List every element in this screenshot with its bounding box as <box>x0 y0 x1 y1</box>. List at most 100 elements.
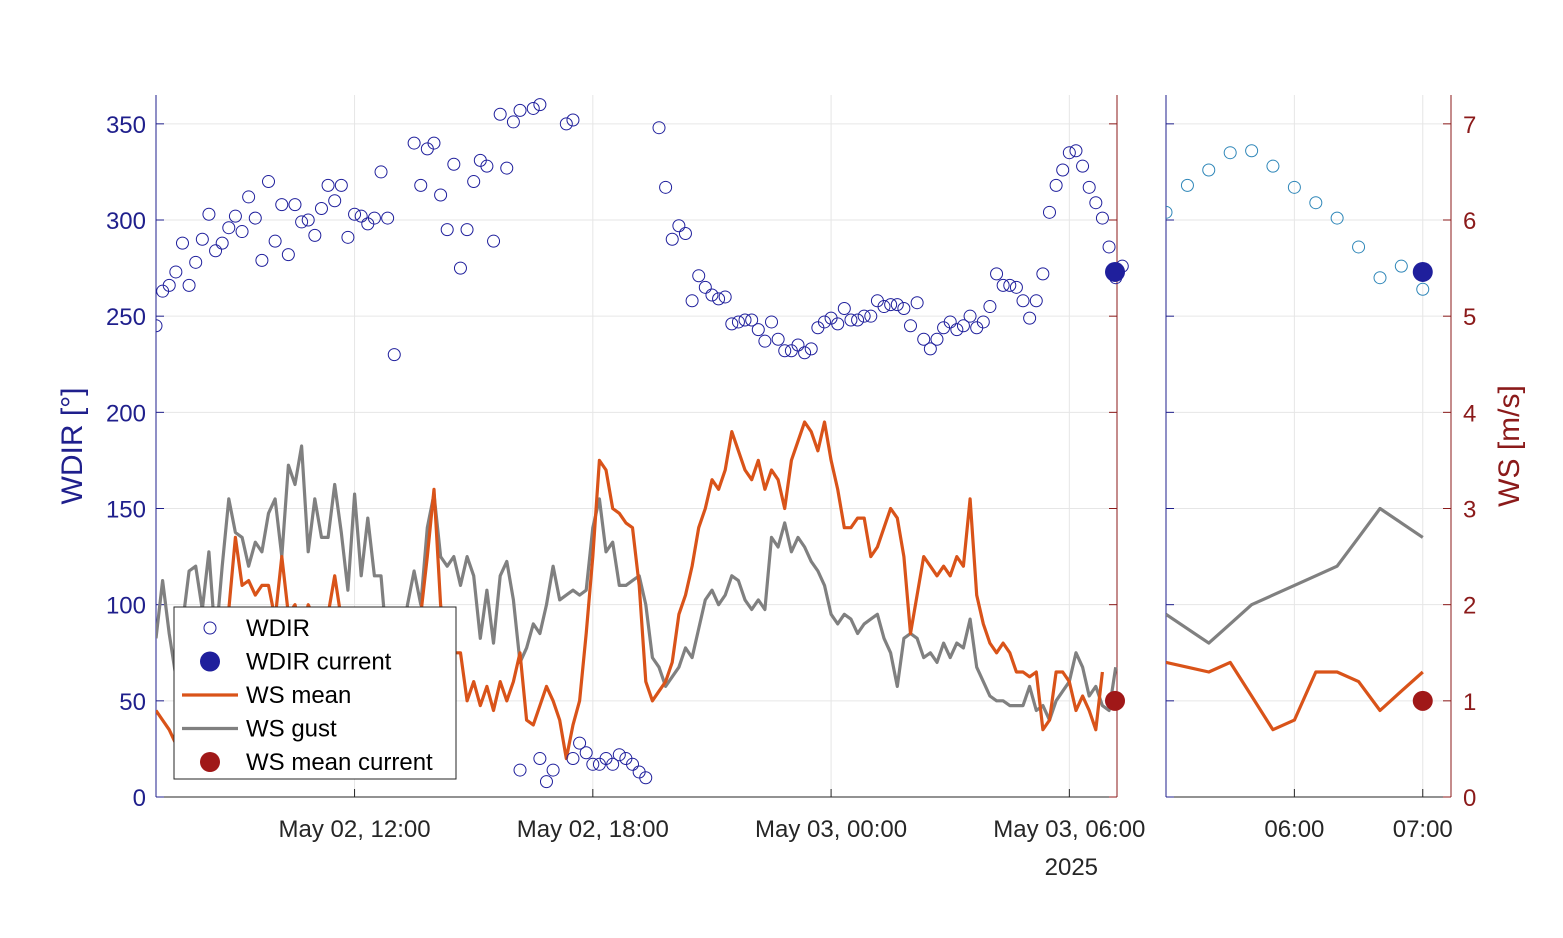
wdir-point <box>1029 294 1043 308</box>
wdir-point <box>301 213 315 227</box>
wdir-point <box>248 211 262 225</box>
wdir-point <box>844 313 858 327</box>
wdir-point <box>1049 178 1063 192</box>
wdir-point <box>341 230 355 244</box>
y-left-tick-label: 250 <box>106 304 146 331</box>
wdir-point <box>1202 163 1216 177</box>
wdir-point <box>1245 144 1259 158</box>
wdir-point <box>923 342 937 356</box>
wdir-point <box>367 211 381 225</box>
wdir-point <box>1009 280 1023 294</box>
wdir-point <box>566 752 580 766</box>
wdir-point <box>414 178 428 192</box>
wdir-point <box>639 771 653 785</box>
wdir-point <box>268 234 282 248</box>
x-tick-label: May 03, 00:00 <box>755 816 907 843</box>
wdir-point <box>1082 180 1096 194</box>
wdir-point <box>480 159 494 173</box>
wdir-point <box>566 113 580 127</box>
wdir-point <box>983 300 997 314</box>
wdir-point <box>791 338 805 352</box>
y-right-tick-label: 5 <box>1463 304 1476 331</box>
wdir-point <box>963 309 977 323</box>
wdir-point <box>281 248 295 262</box>
wdir-point <box>314 201 328 215</box>
wdir-point <box>626 757 640 771</box>
wdir-point <box>956 319 970 333</box>
wdir-point <box>1309 196 1323 210</box>
y-right-tick-label: 0 <box>1463 785 1476 812</box>
y-left-tick-label: 150 <box>106 497 146 524</box>
wdir-point <box>897 301 911 315</box>
legend-entry-label: WS mean current <box>246 749 433 776</box>
wdir-point <box>731 315 745 329</box>
wdir-point <box>1023 311 1037 325</box>
wdir-point <box>831 317 845 331</box>
y-right-axis-label: WS [m/s] <box>1493 385 1526 507</box>
wdir-point <box>1089 196 1103 210</box>
wdir-point <box>440 223 454 237</box>
wdir-point <box>513 103 527 117</box>
wdir-point <box>1180 178 1194 192</box>
wdir-point <box>890 298 904 312</box>
y-right-tick-label: 7 <box>1463 112 1476 139</box>
x-tick-label: 07:00 <box>1393 816 1453 843</box>
wdir-point <box>162 278 176 292</box>
wdir-point <box>1394 259 1408 273</box>
y-left-tick-label: 200 <box>106 400 146 427</box>
wdir-point <box>222 221 236 235</box>
wdir-point <box>738 313 752 327</box>
wdir-point <box>1223 146 1237 160</box>
y-left-tick-label: 0 <box>133 785 146 812</box>
wdir-point <box>334 178 348 192</box>
wdir-point <box>705 288 719 302</box>
wdir-point <box>156 319 163 333</box>
wdir-point <box>1166 205 1173 219</box>
legend-symbol-wdir <box>203 621 217 635</box>
wdir-point <box>837 301 851 315</box>
x-tick-label: May 03, 06:00 <box>993 816 1145 843</box>
legend-symbol-current <box>200 752 220 772</box>
wdir-point <box>169 265 183 279</box>
wdir-point <box>930 332 944 346</box>
y-left-tick-label: 50 <box>119 689 146 716</box>
wdir-point <box>526 101 540 115</box>
wdir-point <box>493 107 507 121</box>
wdir-point <box>864 309 878 323</box>
wdir-point <box>202 207 216 221</box>
wdir-point <box>513 763 527 777</box>
wdir-point <box>996 278 1010 292</box>
wdir-point <box>718 290 732 304</box>
wdir-point <box>745 313 759 327</box>
wdir-point <box>460 223 474 237</box>
x-tick-label: 06:00 <box>1264 816 1324 843</box>
wdir-point <box>1062 146 1076 160</box>
wdir-point <box>539 775 553 789</box>
ws-gust-line <box>1166 506 1424 645</box>
wdir-point <box>381 211 395 225</box>
wdir-point <box>685 294 699 308</box>
wdir-point <box>692 269 706 283</box>
ws-gust-line <box>156 444 1118 722</box>
wdir-point <box>857 309 871 323</box>
wdir-point <box>262 175 276 189</box>
wdir-point <box>1069 144 1083 158</box>
wdir-point <box>427 136 441 150</box>
ws-mean-current-marker <box>1105 690 1126 711</box>
wdir-point <box>321 178 335 192</box>
wdir-point <box>275 198 289 212</box>
wdir-point <box>798 346 812 360</box>
wdir-point <box>910 296 924 310</box>
y-left-tick-label: 350 <box>106 112 146 139</box>
data-layer <box>1166 144 1430 732</box>
wdir-point <box>1352 240 1366 254</box>
wdir-point <box>328 194 342 208</box>
wdir-point <box>407 136 421 150</box>
wdir-point <box>235 225 249 239</box>
wdir-point <box>976 315 990 329</box>
year-label: 2025 <box>1045 854 1098 881</box>
legend-entry-label: WDIR current <box>246 649 392 676</box>
wdir-point <box>242 190 256 204</box>
wdir-point <box>758 334 772 348</box>
